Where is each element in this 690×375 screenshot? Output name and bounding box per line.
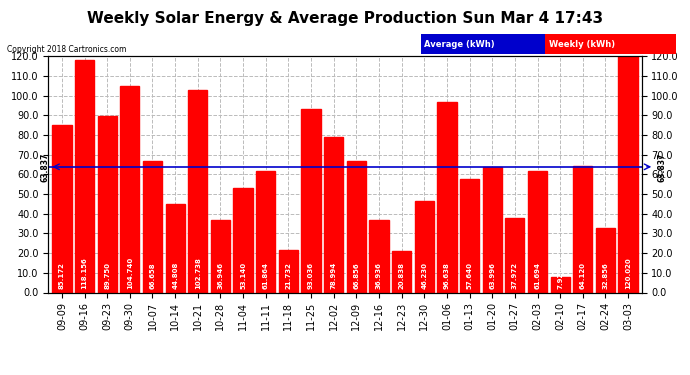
Bar (302, 110, 321, 292)
Bar (97, 116, 117, 292)
Text: 63.837: 63.837 (41, 152, 50, 182)
Bar (211, 220, 230, 292)
Bar (551, 277, 570, 292)
Bar (75, 60, 94, 292)
Text: 96.638: 96.638 (444, 262, 450, 289)
Bar (618, 56, 638, 292)
Text: Average (kWh): Average (kWh) (424, 40, 495, 49)
Bar (415, 201, 434, 292)
Text: Copyright 2018 Cartronics.com: Copyright 2018 Cartronics.com (7, 45, 126, 54)
Bar (52, 125, 72, 292)
Bar (256, 171, 275, 292)
Bar (437, 102, 457, 292)
Bar (188, 90, 208, 292)
Text: Weekly (kWh): Weekly (kWh) (549, 40, 615, 49)
Text: 53.140: 53.140 (240, 261, 246, 289)
Bar (392, 252, 411, 292)
Text: 32.856: 32.856 (602, 262, 609, 289)
Text: 64.120: 64.120 (580, 262, 586, 289)
Bar (528, 171, 547, 292)
Text: 63.996: 63.996 (489, 262, 495, 289)
Text: 61.864: 61.864 (263, 262, 268, 289)
Text: 44.808: 44.808 (172, 261, 178, 289)
Text: 89.750: 89.750 (104, 262, 110, 289)
Text: 36.946: 36.946 (217, 262, 224, 289)
Bar (460, 179, 479, 292)
Text: 102.738: 102.738 (195, 257, 201, 289)
Bar (143, 161, 162, 292)
Bar (573, 166, 593, 292)
Text: 36.936: 36.936 (376, 262, 382, 289)
Text: 46.230: 46.230 (422, 262, 427, 289)
Text: 21.732: 21.732 (286, 262, 291, 289)
Text: 66.856: 66.856 (353, 262, 359, 289)
Text: 93.036: 93.036 (308, 262, 314, 289)
Text: 57.640: 57.640 (466, 262, 473, 289)
Text: 120.020: 120.020 (625, 257, 631, 289)
Text: 7.926: 7.926 (557, 267, 563, 289)
Bar (596, 228, 615, 292)
Text: 85.172: 85.172 (59, 262, 65, 289)
Text: 63.837: 63.837 (658, 152, 667, 182)
Bar (279, 250, 298, 292)
Text: 104.740: 104.740 (127, 256, 133, 289)
Bar (324, 137, 344, 292)
Text: 118.156: 118.156 (81, 257, 88, 289)
Bar (233, 188, 253, 292)
Text: Weekly Solar Energy & Average Production Sun Mar 4 17:43: Weekly Solar Energy & Average Production… (87, 11, 603, 26)
Text: 61.694: 61.694 (535, 262, 540, 289)
Bar (369, 220, 388, 292)
Bar (505, 218, 524, 292)
Bar (346, 161, 366, 292)
Text: 78.994: 78.994 (331, 261, 337, 289)
Bar (482, 166, 502, 292)
Text: 20.838: 20.838 (399, 262, 404, 289)
Text: 37.972: 37.972 (512, 262, 518, 289)
Text: 66.658: 66.658 (150, 262, 155, 289)
Bar (120, 86, 139, 292)
Bar (166, 204, 185, 292)
